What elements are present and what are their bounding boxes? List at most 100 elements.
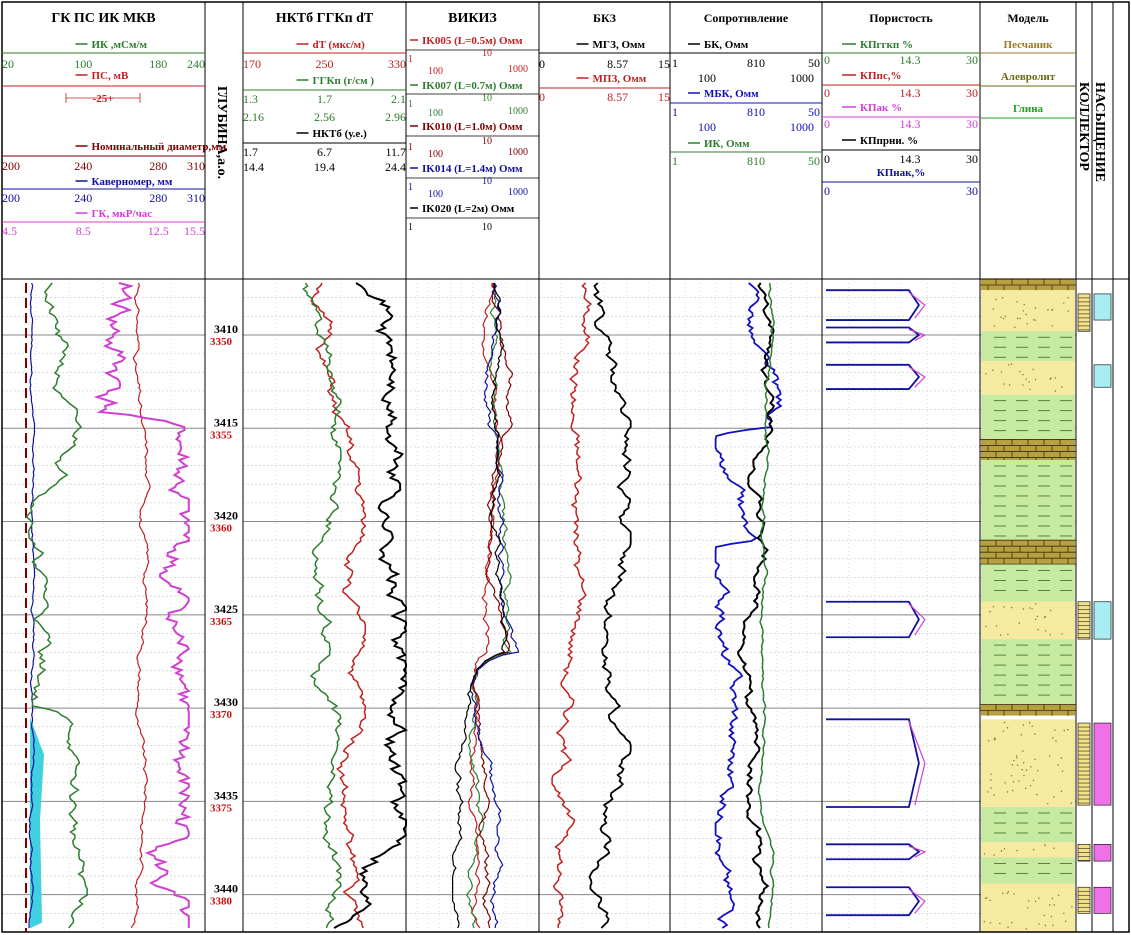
- scale-value: 0: [824, 152, 830, 166]
- curve-label: IK010 (L=1.0м) Омм: [422, 121, 523, 133]
- sand-dot: [1070, 802, 1072, 804]
- vikiz-curve-4: [451, 282, 508, 929]
- sand-dot: [1011, 922, 1013, 924]
- saturation-interval-oil: [1093, 886, 1112, 914]
- sand-dot: [1000, 850, 1003, 852]
- sand-dot: [1065, 920, 1067, 922]
- sand-dot: [1033, 319, 1035, 321]
- scale-value: 1: [408, 54, 413, 65]
- scale-value: 8: [747, 105, 753, 119]
- curve-label: IK014 (L=1.4м) Омм: [422, 163, 523, 175]
- scale-value: 100: [698, 120, 716, 134]
- scale-value: 6.7: [317, 145, 332, 159]
- scale-value: 0: [824, 86, 830, 100]
- scale-value: 24.4: [385, 160, 406, 174]
- scale-value: 1.7: [243, 145, 258, 159]
- saturation-interval-water: [1093, 364, 1112, 388]
- scale-value: 19.4: [314, 160, 335, 174]
- sand-dot: [1053, 904, 1055, 906]
- scale-value: 10: [753, 154, 765, 168]
- sand-dot: [1044, 844, 1046, 846]
- scale-value: 1.3: [243, 92, 258, 106]
- saturation-interval-oil: [1093, 844, 1112, 862]
- porosity-block: [826, 886, 921, 917]
- scale-value: 2.56: [314, 110, 335, 124]
- scale-value: 2.96: [385, 110, 406, 124]
- lith-interval-clay: [981, 331, 1075, 362]
- scale-value: 2.16: [243, 110, 264, 124]
- sand-dot: [1028, 900, 1030, 902]
- header-layer: 3410 3415 3420 3425 3430 3435 3440 3350 3355 3360…: [2, 11, 1107, 908]
- scale-value: 50: [808, 154, 820, 168]
- scale-value: 30: [966, 152, 978, 166]
- saturation-interval-oil: [1093, 722, 1112, 806]
- sand-dot: [1036, 793, 1038, 796]
- sand-dot: [1007, 633, 1009, 636]
- sand-dot: [984, 897, 987, 900]
- sand-dot: [1063, 302, 1065, 304]
- sand-dot: [1054, 729, 1056, 731]
- scale-value: 1000: [508, 187, 528, 198]
- sand-dot: [1067, 297, 1069, 299]
- sand-dot: [1057, 894, 1060, 896]
- curve-label: dT (мкс/м): [313, 39, 366, 51]
- scale-value: 240: [74, 159, 92, 173]
- scale-value: 8.5: [76, 224, 91, 238]
- depth-md-label: 3425: [214, 602, 238, 616]
- sand-dot: [1052, 924, 1054, 926]
- sand-dot: [1004, 315, 1006, 317]
- sand-dot: [1025, 928, 1027, 930]
- sand-dot: [1014, 326, 1016, 328]
- sand-dot: [1049, 634, 1052, 636]
- collector-interval: [1077, 601, 1091, 640]
- sand-dot: [1054, 377, 1057, 379]
- scale-value: 10: [753, 105, 765, 119]
- scale-value: 0: [824, 117, 830, 131]
- depth-tvd-label: 3350: [210, 336, 233, 348]
- curve-label: ИК ,мСм/м: [92, 39, 148, 51]
- lith-legend-label: Алевролит: [1001, 71, 1056, 83]
- sand-dot: [990, 779, 992, 781]
- sand-dot: [1061, 633, 1063, 635]
- sand-dot: [1022, 608, 1025, 610]
- lith-legend-label: Песчаник: [1004, 39, 1054, 51]
- sand-dot: [1038, 923, 1040, 925]
- sand-dot: [992, 606, 995, 608]
- sand-dot: [1050, 915, 1053, 918]
- scale-value: 8.57: [607, 57, 628, 71]
- mgz-curve: [588, 282, 632, 929]
- sand-dot: [1060, 790, 1063, 792]
- scale-value: 14.3: [900, 86, 921, 100]
- sand-dot: [989, 610, 991, 613]
- collector-interval: [1077, 886, 1091, 914]
- lith-interval-sand: [981, 290, 1075, 332]
- scale-value: 280: [149, 191, 167, 205]
- depth-tvd-label: 3380: [210, 896, 233, 908]
- lith-interval-clay: [981, 459, 1075, 541]
- scale-value: 240: [74, 191, 92, 205]
- sand-dot: [1003, 606, 1005, 608]
- sand-dot: [1047, 309, 1049, 311]
- track-title-2: ВИКИЗ: [448, 11, 497, 26]
- sand-dot: [993, 794, 995, 796]
- track-title-0: ГК ПС ИК МКВ: [51, 11, 155, 26]
- sand-dot: [1003, 383, 1005, 385]
- sand-dot: [992, 308, 995, 310]
- sand-dot: [999, 922, 1001, 925]
- saturation-interval-water: [1093, 293, 1112, 321]
- caliper-curve: [28, 282, 36, 928]
- sand-dot: [1008, 364, 1010, 366]
- sand-dot: [1037, 770, 1039, 772]
- scale-value: 1: [408, 142, 413, 153]
- sand-dot: [1061, 770, 1064, 772]
- curve-label: КПпрни. %: [860, 135, 918, 147]
- scale-value: 330: [388, 57, 406, 71]
- sand-dot: [1031, 725, 1033, 727]
- sand-dot: [1048, 755, 1051, 757]
- sand-dot: [994, 738, 996, 741]
- porosity-ak-curve: [908, 845, 927, 858]
- saturation-interval-water: [1093, 601, 1112, 640]
- sand-dot: [1018, 780, 1020, 782]
- sand-dot: [1013, 893, 1015, 895]
